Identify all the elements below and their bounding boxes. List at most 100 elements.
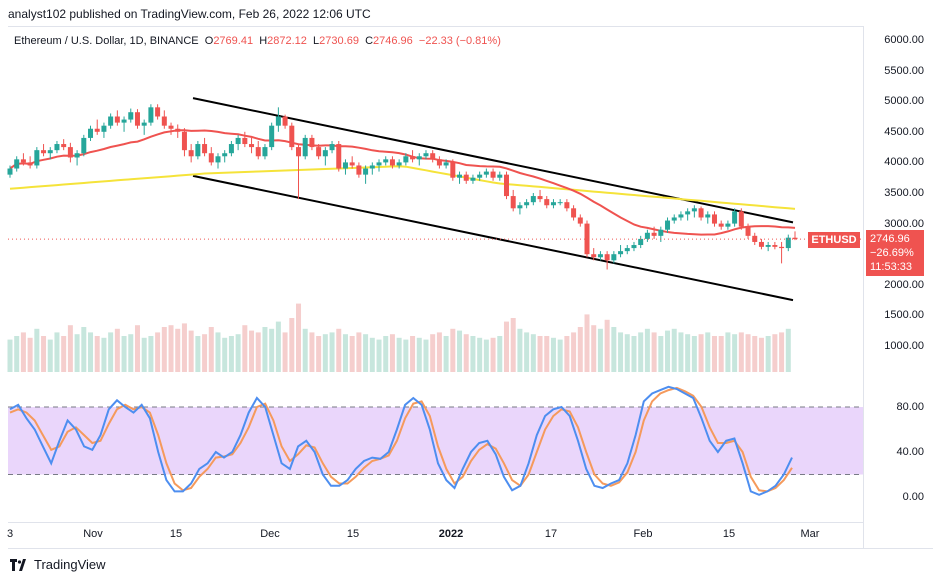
- candle-body: [275, 116, 281, 126]
- candle-body: [181, 131, 187, 151]
- tradingview-logo-icon: [10, 558, 26, 571]
- tradingview-logo[interactable]: TradingView: [10, 557, 106, 572]
- candle-body: [54, 144, 60, 151]
- volume-bar: [745, 334, 751, 372]
- volume-bar: [128, 334, 134, 372]
- channel-upper-line: [192, 97, 794, 224]
- volume-bar: [81, 327, 87, 372]
- candle-body: [322, 150, 328, 157]
- candle-body: [571, 208, 577, 218]
- volume-bar: [644, 328, 650, 372]
- ma-fast-line: [9, 129, 796, 236]
- volume-bar: [222, 337, 228, 372]
- candle-body: [41, 150, 47, 154]
- time-tick-label: 15: [169, 528, 183, 540]
- candle-body: [665, 220, 671, 230]
- candle-body: [577, 217, 583, 224]
- candle-body: [611, 254, 617, 261]
- candle-body: [477, 174, 483, 178]
- candle-body: [208, 153, 214, 163]
- volume-bar: [322, 334, 328, 372]
- candle-body: [410, 156, 416, 160]
- volume-bar: [101, 337, 107, 372]
- candle-body: [711, 214, 717, 224]
- volume-bar: [215, 332, 221, 372]
- volume-bar: [88, 332, 94, 372]
- candle-body: [732, 211, 738, 224]
- volume-bar: [67, 325, 73, 372]
- candle-body: [376, 162, 382, 166]
- volume-bar: [651, 332, 657, 372]
- volume-bar: [765, 336, 771, 372]
- candle-body: [222, 153, 228, 157]
- volume-bar: [289, 318, 295, 372]
- candle-body: [282, 116, 288, 126]
- candle-body: [289, 125, 295, 148]
- candle-body: [752, 235, 758, 242]
- stochastic-axis[interactable]: 80.00 40.00 0.00: [864, 374, 936, 548]
- time-tick-label: 15: [346, 528, 360, 540]
- volume-bar: [7, 339, 13, 372]
- volume-bar: [54, 332, 60, 372]
- volume-bar: [725, 332, 731, 372]
- volume-bar: [638, 332, 644, 372]
- candle-body: [94, 128, 100, 132]
- candle-body: [544, 199, 550, 206]
- candle-body: [550, 202, 556, 206]
- tradingview-logo-text: TradingView: [34, 557, 106, 572]
- candle-body: [255, 147, 261, 157]
- volume-bar: [262, 327, 268, 372]
- bar-countdown: 11:53:33: [870, 261, 913, 273]
- time-axis[interactable]: 3 Nov 15 Dec 15 2022 17 Feb 15 Mar: [7, 522, 863, 548]
- candle-body: [383, 159, 389, 163]
- candle-body: [161, 116, 167, 126]
- volume-bar: [363, 334, 369, 372]
- close-label: C: [365, 35, 374, 47]
- candle-body: [624, 248, 630, 252]
- time-tick-label: 17: [544, 528, 558, 540]
- volume-bar: [604, 319, 610, 372]
- candle-body: [745, 226, 751, 236]
- last-price: 2746.96: [870, 233, 910, 245]
- volume-bar: [779, 332, 785, 372]
- candle-body: [604, 254, 610, 261]
- volume-bar: [47, 339, 53, 372]
- volume-bar: [564, 336, 570, 372]
- candle-body: [168, 125, 174, 129]
- price-axis[interactable]: 6000.00 5500.00 5000.00 4500.00 4000.00 3500.…: [864, 26, 936, 374]
- volume-bar: [611, 327, 617, 372]
- candle-body: [685, 211, 691, 215]
- candle-body: [530, 196, 536, 203]
- volume-bar: [678, 332, 684, 372]
- candle-body: [584, 223, 590, 255]
- candle-body: [249, 144, 255, 148]
- candle-body: [671, 217, 677, 221]
- time-tick-label: Dec: [260, 528, 280, 540]
- volume-bar: [383, 336, 389, 372]
- axis-separator-horizontal: [8, 548, 933, 549]
- volume-bar: [255, 332, 261, 372]
- volume-bar: [450, 328, 456, 372]
- change-value: −22.33 (−0.81%): [418, 35, 501, 47]
- volume-bar: [665, 330, 671, 372]
- candle-body: [758, 241, 764, 247]
- volume-bar: [349, 336, 355, 372]
- candle-body: [316, 147, 322, 157]
- candle-body: [88, 128, 94, 138]
- candle-body: [195, 144, 201, 157]
- stochastic-tick-label: 0.00: [902, 491, 924, 503]
- low-value: 2730.69: [319, 35, 359, 47]
- price-tick-label: 6000.00: [884, 34, 924, 46]
- volume-bar: [161, 327, 167, 372]
- candle-body: [792, 237, 798, 240]
- candle-body: [416, 156, 422, 160]
- candle-body: [430, 153, 436, 160]
- candle-body: [497, 174, 503, 178]
- stochastic-k-line: [9, 385, 793, 496]
- volume-bar: [168, 325, 174, 372]
- candle-body: [34, 150, 40, 166]
- candle-body: [27, 162, 33, 166]
- volume-bar: [517, 328, 523, 372]
- symbol-legend[interactable]: Ethereum / U.S. Dollar, 1D, BINANCE O276…: [14, 35, 501, 47]
